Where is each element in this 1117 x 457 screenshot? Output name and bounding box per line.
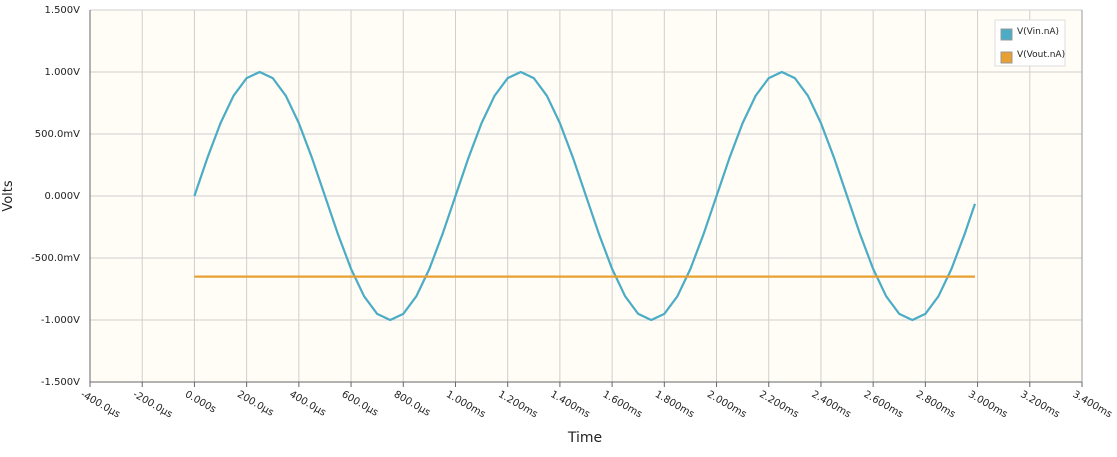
x-tick-label: -200.0µs bbox=[131, 389, 174, 420]
y-tick-label: -1.000V bbox=[41, 315, 80, 326]
y-tick-label: 500.0mV bbox=[35, 129, 80, 140]
y-tick-label: 1.000V bbox=[45, 67, 81, 78]
x-tick-label: 400.0µs bbox=[287, 389, 327, 419]
y-tick-label: -1.500V bbox=[41, 377, 80, 388]
legend-swatch bbox=[1000, 28, 1013, 41]
x-tick-label: 2.400ms bbox=[809, 389, 852, 420]
legend-label: V(Vout.nA) bbox=[1017, 50, 1065, 60]
series-line bbox=[193, 70, 977, 322]
legend-swatch bbox=[1000, 51, 1013, 64]
x-tick-label: 1.600ms bbox=[601, 389, 644, 420]
x-tick-label: 3.000ms bbox=[966, 389, 1009, 420]
x-tick-label: 200.0µs bbox=[235, 389, 275, 419]
x-tick-label: 2.600ms bbox=[862, 389, 905, 420]
x-tick-label: 2.200ms bbox=[757, 389, 800, 420]
x-tick-label: 1.800ms bbox=[653, 389, 696, 420]
x-tick-label: -400.0µs bbox=[79, 389, 122, 420]
x-axis-title: Time bbox=[567, 430, 602, 446]
x-tick-label: 2.000ms bbox=[705, 389, 748, 420]
y-tick-label: 0.000V bbox=[45, 191, 81, 202]
x-tick-label: 0.000s bbox=[183, 389, 218, 415]
x-tick-label: 1.000ms bbox=[444, 389, 487, 420]
y-tick-label: 1.500V bbox=[45, 5, 81, 16]
x-tick-label: 1.200ms bbox=[496, 389, 539, 420]
x-tick-label: 1.400ms bbox=[548, 389, 591, 420]
y-axis-title: Volts bbox=[1, 180, 16, 212]
x-tick-label: 2.800ms bbox=[914, 389, 957, 420]
legend-label: V(Vin.nA) bbox=[1017, 27, 1059, 37]
y-tick-label: -500.0mV bbox=[31, 253, 80, 264]
x-tick-label: 800.0µs bbox=[392, 389, 432, 419]
x-tick-label: 600.0µs bbox=[340, 389, 380, 419]
x-tick-label: 3.400ms bbox=[1071, 389, 1114, 420]
x-tick-label: 3.200ms bbox=[1018, 389, 1061, 420]
